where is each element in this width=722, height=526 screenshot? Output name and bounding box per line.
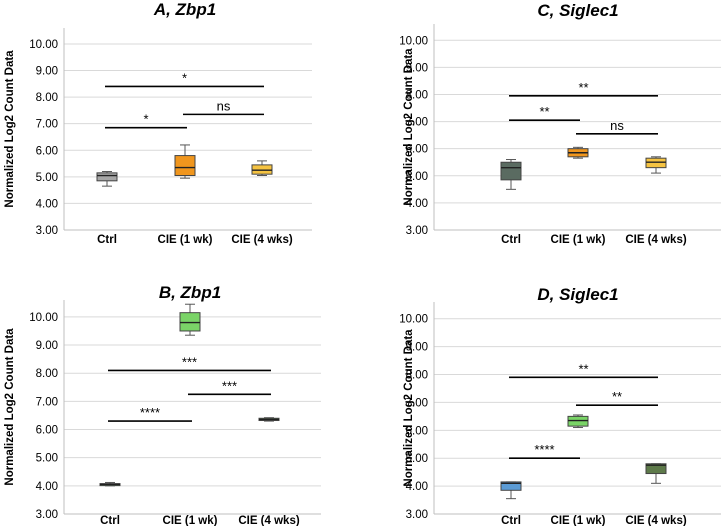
y-tick-label: 5.00	[406, 453, 428, 465]
x-tick-label: Ctrl	[97, 234, 117, 246]
y-tick-label: 6.00	[36, 425, 58, 437]
significance-bracket: ***	[188, 378, 271, 396]
y-tick-label: 6.00	[406, 425, 428, 437]
chart-title: C, Siglec1	[537, 1, 618, 20]
y-tick-label: 8.00	[406, 89, 428, 101]
y-tick-label: 10.00	[399, 35, 428, 47]
significance-label: ****	[140, 405, 160, 420]
y-axis-label: Normalized Log2 Count Data	[403, 329, 415, 487]
box-iqr	[96, 172, 118, 182]
box-plot	[500, 481, 522, 500]
chart-title: A, Zbp1	[153, 0, 216, 19]
y-tick-label: 7.00	[36, 396, 58, 408]
significance-label: ***	[182, 354, 197, 369]
box-plot	[567, 146, 589, 159]
significance-label: **	[612, 389, 622, 404]
y-tick-label: 7.00	[406, 117, 428, 129]
box-plot	[96, 171, 118, 187]
box-plot	[99, 481, 121, 487]
y-tick-label: 8.00	[36, 92, 58, 104]
y-tick-label: 4.00	[36, 198, 58, 210]
significance-bracket: ***	[108, 354, 271, 372]
y-tick-label: 6.00	[36, 145, 58, 157]
x-tick-label: CIE (1 wk)	[163, 515, 218, 526]
chart-panel: D, Siglec1 Normalized Log2 Count Data 3.00…	[399, 285, 721, 526]
box-plot	[251, 160, 273, 177]
x-tick-label: CIE (4 wks)	[625, 515, 687, 526]
y-tick-label: 5.00	[36, 172, 58, 184]
x-tick-label: Ctrl	[100, 515, 120, 526]
box-iqr	[645, 463, 667, 475]
significance-label: **	[578, 361, 588, 376]
y-tick-label: 7.00	[36, 119, 58, 131]
y-tick-label: 4.00	[406, 481, 428, 493]
chart-title: D, Siglec1	[537, 285, 618, 304]
significance-label: **	[539, 104, 549, 119]
y-tick-label: 6.00	[406, 144, 428, 156]
significance-bracket: ****	[108, 405, 192, 422]
y-tick-label: 9.00	[406, 342, 428, 354]
significance-bracket: **	[509, 361, 658, 379]
chart-panel: A, Zbp1 Normalized Log2 Count Data 3.00 4.0…	[4, 0, 312, 246]
box-iqr	[174, 155, 196, 177]
chart-title: B, Zbp1	[159, 283, 221, 302]
box-iqr	[179, 312, 201, 332]
significance-label: ns	[610, 118, 624, 133]
significance-label: ***	[222, 378, 237, 393]
significance-bracket: ****	[509, 442, 580, 460]
x-tick-label: Ctrl	[501, 515, 521, 526]
y-tick-label: 9.00	[406, 62, 428, 74]
y-tick-label: 8.00	[36, 368, 58, 380]
significance-bracket: **	[576, 389, 658, 407]
y-tick-label: 3.00	[406, 225, 428, 237]
y-tick-label: 5.00	[36, 453, 58, 465]
y-tick-label: 10.00	[399, 314, 428, 326]
box-plot	[258, 417, 280, 422]
y-tick-label: 10.00	[29, 39, 58, 51]
y-axis-label: Normalized Log2 Count Data	[4, 50, 16, 208]
significance-label: ****	[534, 442, 554, 457]
box-plot	[645, 463, 667, 484]
y-tick-label: 5.00	[406, 171, 428, 183]
significance-label: **	[578, 80, 588, 95]
y-tick-label: 10.00	[29, 312, 58, 324]
box-plot	[179, 303, 201, 336]
y-tick-label: 4.00	[406, 198, 428, 210]
significance-label: *	[182, 70, 187, 85]
y-axis-label: Normalized Log2 Count Data	[403, 48, 415, 206]
x-tick-label: CIE (1 wk)	[551, 234, 606, 246]
y-tick-label: 8.00	[406, 370, 428, 382]
box-plot	[174, 144, 196, 179]
y-tick-label: 9.00	[36, 340, 58, 352]
y-tick-label: 9.00	[36, 66, 58, 78]
box-iqr	[500, 481, 522, 491]
significance-bracket: *	[105, 70, 264, 88]
chart-panel: C, Siglec1 Normalized Log2 Count Data 3.00…	[399, 1, 721, 246]
y-tick-label: 3.00	[36, 225, 58, 237]
y-tick-label: 4.00	[36, 481, 58, 493]
significance-bracket: **	[509, 80, 658, 97]
y-tick-label: 7.00	[406, 397, 428, 409]
x-tick-label: CIE (4 wks)	[238, 515, 300, 526]
x-tick-label: Ctrl	[501, 234, 521, 246]
x-tick-label: CIE (4 wks)	[625, 234, 687, 246]
box-plot	[567, 414, 589, 429]
significance-bracket: ns	[183, 98, 264, 116]
y-tick-label: 3.00	[36, 509, 58, 521]
chart-panel: B, Zbp1 Normalized Log2 Count Data 3.00 4.0…	[4, 283, 321, 526]
significance-bracket: ns	[576, 118, 658, 135]
box-plot	[645, 156, 667, 174]
y-tick-label: 3.00	[406, 509, 428, 521]
box-iqr	[500, 161, 522, 181]
box-plot	[500, 159, 522, 190]
x-tick-label: CIE (1 wk)	[158, 234, 213, 246]
significance-bracket: *	[105, 112, 187, 129]
x-tick-label: CIE (1 wk)	[551, 515, 606, 526]
significance-label: *	[143, 112, 148, 127]
x-tick-label: CIE (4 wks)	[231, 234, 293, 246]
significance-label: ns	[217, 98, 231, 113]
significance-bracket: **	[509, 104, 580, 122]
y-axis-label: Normalized Log2 Count Data	[4, 328, 16, 486]
